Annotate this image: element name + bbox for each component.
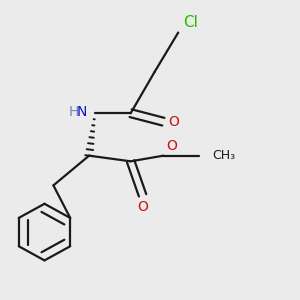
Text: CH₃: CH₃ — [212, 149, 236, 162]
Text: O: O — [166, 140, 177, 153]
Text: H: H — [68, 105, 79, 119]
Text: O: O — [137, 200, 148, 214]
Text: O: O — [168, 115, 179, 129]
Text: Cl: Cl — [184, 15, 199, 30]
Text: N: N — [76, 105, 87, 119]
